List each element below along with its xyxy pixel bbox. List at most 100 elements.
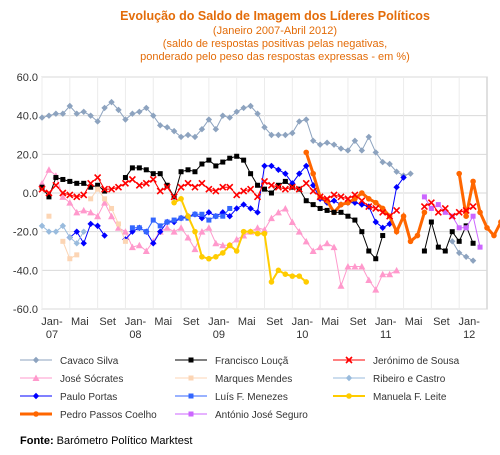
data-point <box>470 240 476 246</box>
data-point <box>184 233 192 241</box>
data-point <box>80 240 87 247</box>
data-point <box>379 158 386 166</box>
series-jeronimo-de-sousa <box>38 173 477 220</box>
data-point <box>67 178 73 184</box>
data-point <box>317 205 323 211</box>
x-tick-label: Jan- <box>292 316 314 328</box>
data-point <box>177 133 185 141</box>
chart-subtitle-3: ponderado pelo peso das respostas expres… <box>140 51 410 63</box>
data-point <box>135 241 143 249</box>
data-point <box>434 208 442 216</box>
x-tick-label: Jan- <box>208 316 230 328</box>
data-point <box>469 202 477 211</box>
data-point <box>260 177 269 185</box>
data-point <box>163 183 171 191</box>
data-point <box>275 182 281 188</box>
data-point <box>254 209 261 216</box>
data-point <box>212 126 220 133</box>
data-point <box>143 104 150 112</box>
legend-swatch-marker <box>188 357 194 363</box>
data-point <box>316 141 324 148</box>
data-point <box>365 276 373 283</box>
legend-label: José Sócrates <box>60 374 123 385</box>
data-point <box>198 214 206 222</box>
data-point <box>122 175 128 181</box>
data-point <box>233 205 240 212</box>
data-point <box>442 248 448 254</box>
data-point <box>261 230 268 237</box>
data-point <box>247 228 254 235</box>
data-point <box>365 196 372 202</box>
legend-swatch-marker <box>32 374 40 381</box>
data-point <box>45 112 53 119</box>
data-point <box>240 187 248 195</box>
series-line <box>41 176 105 198</box>
data-point <box>87 179 95 187</box>
data-point <box>206 255 212 262</box>
data-point <box>220 213 226 219</box>
series-ribeiro-e-castro <box>38 222 87 247</box>
data-point <box>267 214 275 222</box>
data-point <box>435 202 441 208</box>
data-point <box>178 169 184 175</box>
data-point <box>156 187 164 195</box>
data-point <box>157 223 163 229</box>
data-point <box>303 198 309 204</box>
data-point <box>213 253 219 260</box>
data-point <box>274 208 282 216</box>
data-point <box>129 165 135 171</box>
data-point <box>484 225 490 231</box>
data-point <box>358 262 366 270</box>
data-point <box>67 256 73 262</box>
data-point <box>205 209 213 216</box>
data-point <box>102 188 108 194</box>
data-point <box>149 175 157 184</box>
data-point <box>227 155 233 161</box>
data-point <box>337 282 345 289</box>
x-tick-label: 07 <box>46 329 58 341</box>
x-tick-label: Set <box>433 316 450 328</box>
data-point <box>407 238 414 245</box>
data-point <box>95 186 101 192</box>
chart-title-block: Evolução do Saldo de Imagem dos Líderes … <box>120 9 430 63</box>
data-point <box>81 180 87 186</box>
data-point <box>88 184 94 190</box>
data-point <box>309 247 317 254</box>
data-point <box>219 183 227 191</box>
data-point <box>60 176 66 182</box>
data-point <box>80 228 87 235</box>
x-tick-label: Set <box>183 316 200 328</box>
data-point <box>400 213 407 219</box>
data-point <box>191 245 199 253</box>
legend-label: Francisco Louçã <box>215 356 289 367</box>
data-point <box>206 217 212 223</box>
data-point <box>164 219 170 225</box>
source-note: Fonte: Barómetro Político Marktest <box>20 435 192 447</box>
data-point <box>74 180 80 186</box>
data-point <box>94 222 101 230</box>
data-point <box>226 183 234 191</box>
data-point <box>323 195 331 203</box>
x-tick-label: Jan- <box>458 316 480 328</box>
data-point <box>420 202 428 211</box>
data-point <box>267 181 276 189</box>
data-point <box>393 184 400 191</box>
legend-item-jeronimo-de-sousa: Jerónimo de Sousa <box>333 356 460 367</box>
data-point <box>241 157 247 163</box>
series-line <box>451 241 474 262</box>
data-point <box>275 267 282 274</box>
data-point <box>73 110 80 117</box>
svg-text:Fonte: Barómetro Político Mark: Fonte: Barómetro Político Marktest <box>20 435 192 447</box>
data-point <box>114 183 123 191</box>
data-point <box>128 243 136 251</box>
legend-item-marques-mendes: Marques Mendes <box>175 374 292 385</box>
data-point <box>282 178 288 184</box>
data-point <box>261 162 268 170</box>
source-label: Fonte: <box>20 435 54 447</box>
data-point <box>234 153 240 159</box>
data-point <box>198 126 206 133</box>
data-point <box>247 205 254 212</box>
data-point <box>435 244 441 250</box>
data-point <box>163 124 171 131</box>
